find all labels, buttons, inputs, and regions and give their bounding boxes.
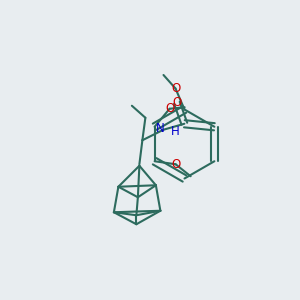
Text: N: N: [156, 122, 165, 135]
Text: O: O: [171, 158, 180, 171]
Text: O: O: [165, 102, 174, 115]
Text: H: H: [171, 125, 180, 138]
Text: O: O: [172, 96, 182, 109]
Text: O: O: [171, 82, 180, 95]
